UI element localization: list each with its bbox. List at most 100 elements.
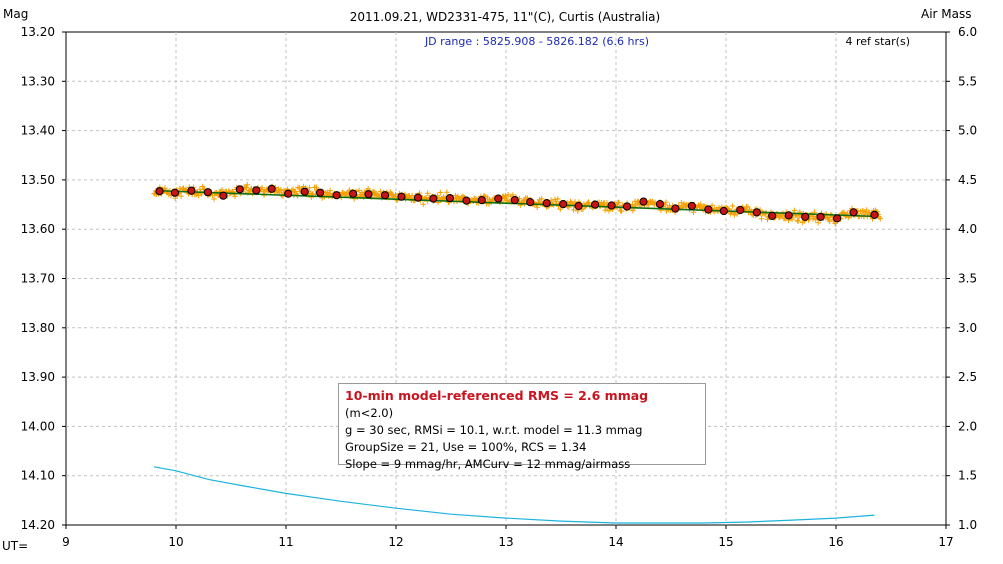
- binned-point: [574, 201, 583, 211]
- binned-point: [300, 187, 309, 196]
- raw-point: [452, 192, 459, 199]
- raw-point: [276, 189, 283, 196]
- raw-point: [698, 201, 704, 207]
- raw-point: [762, 210, 769, 217]
- binned-point: [364, 190, 373, 199]
- y-tick-label-left: 14.00: [21, 419, 55, 433]
- binned-point: [349, 189, 358, 198]
- binned-point: [219, 191, 228, 200]
- binned-point: [462, 196, 471, 205]
- y-tick-label-right: 2.0: [958, 419, 977, 433]
- binned-point: [849, 208, 858, 217]
- x-tick-label: 9: [62, 535, 70, 549]
- raw-point: [424, 190, 431, 196]
- x-axis-label: UT=: [2, 539, 28, 553]
- x-tick-label: 16: [828, 535, 843, 549]
- raw-point: [162, 185, 168, 191]
- raw-point: [534, 204, 540, 210]
- left-axis-label: Mag: [3, 7, 28, 21]
- raw-point: [295, 184, 301, 191]
- binned-point: [494, 194, 503, 203]
- y-tick-label-right: 5.5: [958, 74, 977, 88]
- y-tick-label-left: 14.20: [21, 518, 55, 532]
- binned-point: [526, 198, 535, 207]
- raw-point: [795, 218, 801, 224]
- binned-point: [801, 212, 810, 221]
- y-tick-label-left: 13.20: [21, 25, 55, 39]
- binned-point: [413, 193, 423, 202]
- raw-point: [437, 189, 444, 196]
- binned-point: [267, 184, 276, 193]
- chart-title: 2011.09.21, WD2331-475, 11"(C), Curtis (…: [350, 10, 660, 24]
- raw-point: [731, 212, 738, 218]
- y-tick-label-right: 4.5: [958, 173, 977, 187]
- raw-point: [360, 194, 367, 200]
- binned-point: [316, 188, 325, 197]
- raw-point: [199, 183, 206, 190]
- raw-point: [313, 184, 319, 190]
- raw-point: [663, 199, 669, 206]
- binned-point: [187, 186, 196, 195]
- binned-point: [622, 202, 632, 211]
- raw-point: [178, 193, 184, 199]
- rms-condition: (m<2.0): [345, 406, 394, 420]
- binned-point: [170, 188, 179, 197]
- y-tick-label-left: 13.50: [21, 173, 55, 187]
- y-tick-label-left: 13.70: [21, 272, 55, 286]
- binned-point: [784, 211, 793, 220]
- raw-point: [195, 192, 202, 199]
- binned-point: [542, 199, 551, 208]
- x-tick-label: 17: [938, 535, 953, 549]
- ref-stars-annotation: 4 ref star(s): [845, 35, 910, 48]
- raw-point: [602, 207, 608, 213]
- binned-point: [332, 191, 341, 200]
- raw-point: [678, 199, 685, 206]
- raw-point: [259, 185, 265, 191]
- raw-point: [585, 199, 592, 205]
- raw-point: [557, 206, 564, 212]
- raw-point: [473, 196, 479, 202]
- raw-point: [815, 219, 821, 226]
- binned-point: [768, 211, 777, 220]
- binned-point: [397, 192, 406, 201]
- binned-point: [687, 201, 697, 211]
- binned-point: [655, 200, 665, 209]
- stats-legend-box: 10-min model-referenced RMS = 2.6 mmag (…: [338, 383, 706, 471]
- raw-point: [630, 207, 636, 214]
- axis-ticks: 9 10 11 12 13 14 15 16 17 13.20 13.30 13.40 13.50 13.…: [21, 25, 977, 549]
- raw-point: [505, 192, 511, 198]
- raw-point: [232, 193, 238, 200]
- binned-point: [671, 204, 680, 213]
- raw-point: [629, 201, 636, 208]
- raw-point: [308, 194, 315, 200]
- raw-point: [243, 184, 250, 190]
- rms-line: 10-min model-referenced RMS = 2.6 mmag (…: [345, 387, 699, 422]
- airmass-curve: [153, 466, 875, 524]
- raw-point: [618, 208, 625, 214]
- raw-point: [538, 196, 545, 202]
- rms-value: 10-min model-referenced RMS = 2.6 mmag: [345, 388, 649, 403]
- raw-point: [244, 182, 251, 188]
- raw-point: [709, 202, 715, 209]
- x-tick-label: 13: [498, 535, 513, 549]
- y-tick-label-right: 3.5: [958, 272, 977, 286]
- x-tick-label: 12: [388, 535, 403, 549]
- binned-point: [639, 197, 648, 206]
- x-tick-label: 11: [278, 535, 293, 549]
- y-tick-label-left: 14.10: [21, 469, 55, 483]
- binned-point: [870, 210, 879, 219]
- x-tick-label: 10: [168, 535, 183, 549]
- raw-point: [877, 215, 884, 222]
- stats-line-3: GroupSize = 21, Use = 100%, RCS = 1.34: [345, 440, 587, 454]
- raw-point: [555, 196, 561, 202]
- raw-point: [377, 188, 384, 195]
- x-tick-label: 14: [608, 535, 623, 549]
- binned-point: [252, 186, 261, 195]
- right-axis-label: Air Mass: [921, 7, 972, 21]
- raw-point: [394, 197, 400, 203]
- binned-point: [736, 205, 745, 215]
- jd-range-annotation: JD range : 5825.908 - 5826.182 (6.6 hrs): [424, 35, 649, 48]
- y-tick-label-right: 5.0: [958, 124, 977, 138]
- binned-point: [816, 212, 825, 221]
